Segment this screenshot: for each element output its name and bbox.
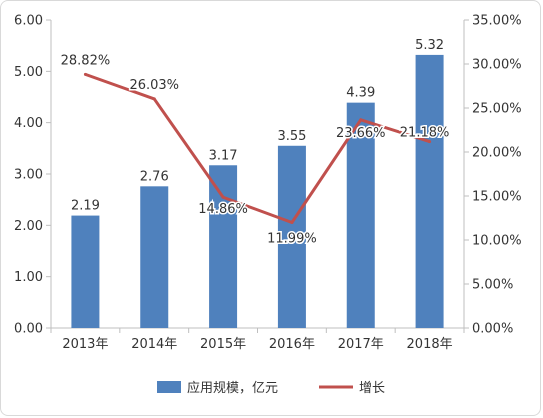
bar (71, 215, 100, 328)
bar-data-label: 5.32 (415, 38, 444, 53)
bar-data-label: 2.19 (71, 199, 100, 214)
left-tick-label: 1.00 (14, 270, 43, 285)
x-tick-label: 2015年 (200, 337, 246, 352)
legend-line-label: 增长 (359, 381, 385, 396)
x-tick-label: 2017年 (338, 337, 384, 352)
right-tick-label: 0.00% (472, 322, 513, 337)
left-tick-label: 3.00 (14, 168, 43, 183)
bar (209, 165, 238, 328)
x-tick-label: 2018年 (407, 337, 453, 352)
x-tick-label: 2016年 (269, 337, 315, 352)
left-tick-label: 5.00 (14, 65, 43, 80)
line-data-label: 23.66% (336, 126, 386, 141)
line-data-label: 21.18% (400, 126, 450, 141)
right-tick-label: 25.00% (472, 102, 522, 117)
growth-point (428, 140, 432, 144)
line-data-label: 28.82% (61, 53, 111, 68)
line-data-label: 14.86% (198, 202, 248, 217)
left-tick-label: 2.00 (14, 219, 43, 234)
growth-point (152, 97, 156, 101)
right-tick-label: 15.00% (472, 190, 522, 205)
growth-point (221, 195, 225, 199)
left-tick-label: 4.00 (14, 116, 43, 131)
bar-data-label: 2.76 (140, 169, 169, 184)
bar-data-label: 3.17 (209, 148, 238, 163)
left-tick-label: 0.00 (14, 322, 43, 337)
right-tick-label: 5.00% (472, 278, 513, 293)
right-tick-label: 10.00% (472, 234, 522, 249)
line-data-label: 11.99% (267, 231, 317, 246)
right-tick-label: 30.00% (472, 58, 522, 73)
bar (346, 102, 375, 328)
bar (140, 186, 169, 328)
bar-data-label: 4.39 (346, 86, 375, 101)
growth-point (290, 220, 294, 224)
bar-data-label: 3.55 (277, 129, 306, 144)
right-tick-label: 20.00% (472, 146, 522, 161)
x-tick-label: 2014年 (131, 337, 177, 352)
growth-point (83, 72, 87, 76)
legend-bar-swatch (157, 381, 181, 393)
legend-bar-label: 应用规模，亿元 (187, 380, 278, 396)
left-tick-label: 6.00 (14, 14, 43, 29)
bar (277, 145, 306, 328)
right-tick-label: 35.00% (472, 14, 522, 29)
growth-point (359, 118, 363, 122)
line-data-label: 26.03% (129, 78, 179, 93)
growth-line (84, 72, 431, 224)
x-tick-label: 2013年 (62, 337, 108, 352)
bar (415, 54, 444, 328)
